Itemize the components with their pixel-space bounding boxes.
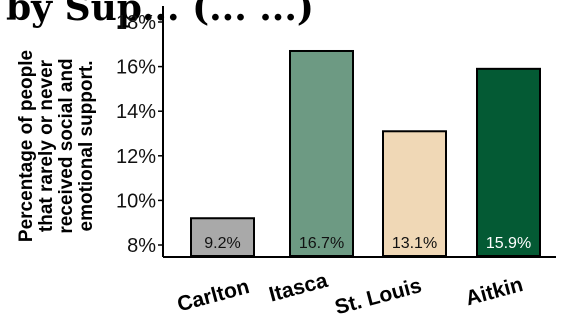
x-tick-label: St. Louis	[333, 274, 425, 319]
y-axis-label-line-3: received social and	[56, 58, 77, 233]
y-tick-label: 16%	[116, 57, 156, 79]
y-axis-label-line-4: emotional support.	[76, 61, 97, 232]
bar-carlton	[190, 217, 255, 258]
x-tick-label: Carlton	[175, 275, 252, 316]
x-tick-label: Aitkin	[463, 273, 525, 310]
data-label: 9.2%	[204, 235, 240, 252]
y-axis-label-line-1: Percentage of people	[16, 50, 37, 242]
chart-title: by Sup... (... ...)	[6, 0, 314, 29]
bar-st-louis	[382, 130, 447, 258]
y-ticks: 8% 10% 12% 14% 16% 18%	[116, 12, 163, 257]
bars: 9.2% 16.7% 13.1% 15.9%	[190, 49, 541, 258]
y-tick-label: 14%	[116, 101, 156, 123]
y-axis-label-line-2: that rarely or never	[36, 59, 57, 232]
y-tick-label: 10%	[116, 190, 156, 212]
x-tick-label: Itasca	[267, 269, 331, 307]
y-tick-label: 18%	[116, 12, 156, 34]
y-tick-label: 12%	[116, 146, 156, 168]
bar-aitkin	[476, 67, 541, 257]
x-tick-labels: Carlton Itasca St. Louis Aitkin	[175, 269, 526, 319]
bar-itasca	[289, 49, 354, 257]
data-label: 15.9%	[486, 235, 531, 252]
y-tick-label: 8%	[127, 235, 156, 257]
data-label: 16.7%	[299, 235, 344, 252]
y-axis-label: Percentage of people that rarely or neve…	[16, 50, 97, 242]
data-label: 13.1%	[392, 235, 437, 252]
